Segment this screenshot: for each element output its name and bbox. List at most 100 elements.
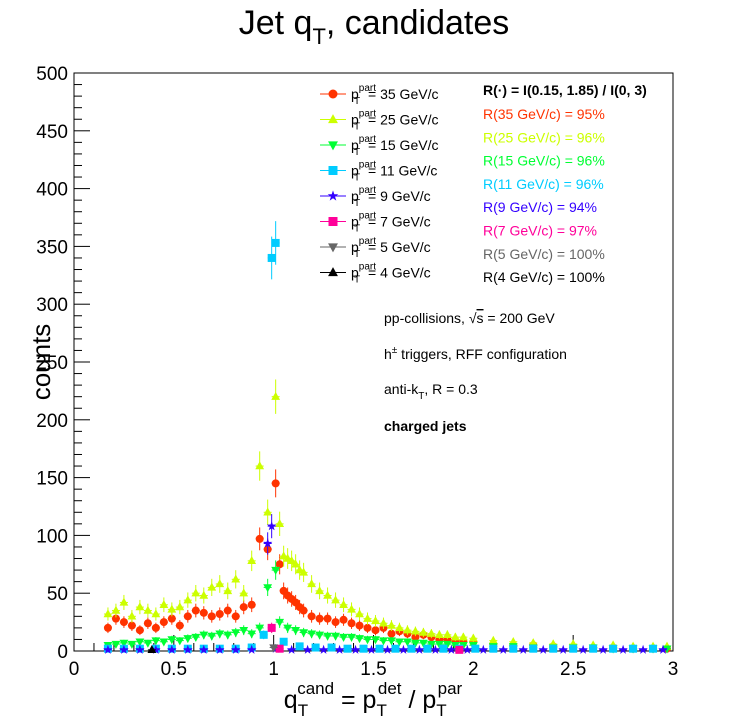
data-point [199,644,209,654]
data-point [649,644,658,653]
data-point [331,618,340,627]
data-point [286,644,297,654]
data-point [151,637,161,646]
data-point [355,609,364,618]
data-point [407,644,416,653]
ratio-box: R(·) = I(0.15, 1.85) / I(0, 3) R(35 GeV/… [483,82,647,285]
data-point [339,633,348,642]
data-point [528,638,538,647]
data-point [207,612,216,621]
data-point [538,644,548,654]
data-point [119,644,129,654]
y-tick-label: 250 [36,353,68,374]
data-point [259,630,268,639]
series-3 [103,221,658,653]
legend-marker [328,267,338,277]
data-point [263,507,273,516]
data-point [167,644,177,654]
legend-marker [328,217,338,226]
data-point [291,626,301,635]
data-point [327,643,336,652]
legend-entry: ppart T = 35 GeV/c [320,83,438,107]
data-point [262,538,273,548]
data-point [315,614,324,623]
legend-marker [328,114,338,124]
data-point [215,630,225,639]
data-point [318,644,329,654]
data-point [323,632,332,641]
data-point [508,636,518,645]
data-point [518,644,528,654]
data-point [549,644,558,653]
y-tick-label: 500 [36,64,68,85]
data-point [143,605,153,614]
data-point [239,626,249,635]
data-point [387,620,396,629]
x-tick-label: 3 [668,659,679,680]
data-point [403,625,412,634]
data-point [427,628,436,637]
data-point [231,629,241,638]
data-point [231,644,241,654]
data-point [263,584,273,593]
data-point [207,632,217,641]
ratio-line: R(25 GeV/c) = 96% [483,129,605,145]
data-point [199,631,209,640]
data-point [143,639,153,648]
data-point [175,602,185,611]
data-point [423,644,432,653]
data-point [355,635,364,644]
data-point [363,636,372,645]
data-point [266,521,277,531]
ratio-header: R(·) = I(0.15, 1.85) / I(0, 3) [483,82,647,98]
y-tick-label: 400 [36,180,68,201]
data-point [167,604,177,613]
data-point [471,644,480,653]
data-point [231,574,241,583]
series-1 [103,379,672,650]
data-point [275,644,284,653]
data-point [638,644,648,654]
legend-label: ppart T = 7 GeV/c [351,211,431,235]
data-point [199,608,208,617]
data-point [151,623,160,632]
data-point [279,637,288,646]
data-point [255,624,265,633]
data-point [271,479,280,488]
legend-entry: ppart T = 11 GeV/c [320,160,437,184]
y-tick-label: 300 [36,295,68,316]
data-point [375,644,384,653]
data-point [247,630,257,639]
info-box: pp-collisions, √s = 200 GeV h± triggers,… [384,310,567,434]
data-point [347,604,356,613]
data-point [302,644,313,654]
data-point [658,644,668,654]
data-point [629,644,638,653]
data-point [387,629,396,638]
sqrt-symbol: √ [469,310,477,326]
data-point [489,644,498,653]
data-point [315,631,324,640]
ratio-line: R(5 GeV/c) = 100% [483,246,605,262]
data-point [127,621,136,630]
data-point [103,623,112,632]
data-point [271,566,281,575]
y-tick-label: 200 [36,411,68,432]
data-point [299,567,309,576]
legend-label: ppart T = 35 GeV/c [351,83,438,107]
data-point [315,586,324,595]
data-point [175,621,184,630]
data-point [371,626,380,635]
data-point [455,645,464,654]
ratio-line: R(7 GeV/c) = 97% [483,223,597,239]
data-point [119,618,128,627]
legend-entry: ppart T = 15 GeV/c [320,134,438,158]
legend-label: ppart T = 4 GeV/c [351,262,431,286]
data-point [147,645,157,654]
data-point [355,621,364,630]
data-point [398,644,409,654]
data-point [159,599,169,608]
legend-marker [328,141,338,151]
